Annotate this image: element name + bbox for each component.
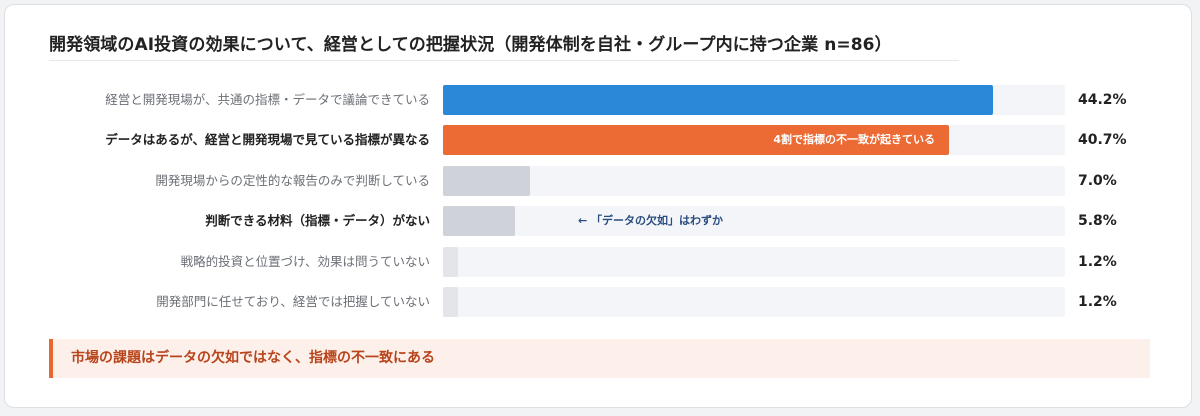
category-label: 判断できる材料（指標・データ）がない xyxy=(205,213,430,228)
bar-row: 戦略的投資と位置づけ、効果は問うていない 1.2% xyxy=(0,247,1200,277)
category-label: 戦略的投資と位置づけ、効果は問うていない xyxy=(180,254,430,269)
bar xyxy=(443,85,993,115)
bar xyxy=(443,287,458,317)
bar xyxy=(443,247,458,277)
title-divider xyxy=(49,60,959,61)
key-finding-text: 市場の課題はデータの欠如ではなく、指標の不一致にある xyxy=(71,350,435,366)
bar xyxy=(443,206,515,236)
category-label: 開発部門に任せており、経営では把握していない xyxy=(156,294,430,309)
bar-row: 経営と開発現場が、共通の指標・データで議論できている 44.2% xyxy=(0,85,1200,115)
value-label: 1.2% xyxy=(1078,254,1117,270)
bar-row: データはあるが、経営と開発現場で見ている指標が異なる 4割で指標の不一致が起きてい… xyxy=(0,125,1200,155)
bar-row: 開発現場からの定性的な報告のみで判断している 7.0% xyxy=(0,166,1200,196)
bar-track: 4割で指標の不一致が起きている xyxy=(443,125,1065,155)
bar-track xyxy=(443,166,1065,196)
bar-track xyxy=(443,247,1065,277)
bar-row: 開発部門に任せており、経営では把握していない 1.2% xyxy=(0,287,1200,317)
value-label: 1.2% xyxy=(1078,294,1117,310)
bar: 4割で指標の不一致が起きている xyxy=(443,125,949,155)
value-label: 7.0% xyxy=(1078,173,1117,189)
bar-track xyxy=(443,287,1065,317)
value-label: 40.7% xyxy=(1078,132,1127,148)
bar xyxy=(443,166,530,196)
key-finding-callout: 市場の課題はデータの欠如ではなく、指標の不一致にある xyxy=(49,339,1150,378)
category-label: データはあるが、経営と開発現場で見ている指標が異なる xyxy=(105,132,430,147)
bar-track xyxy=(443,85,1065,115)
category-label: 経営と開発現場が、共通の指標・データで議論できている xyxy=(105,92,430,107)
bar-annotation: 4割で指標の不一致が起きている xyxy=(773,133,935,146)
value-label: 44.2% xyxy=(1078,92,1127,108)
value-label: 5.8% xyxy=(1078,213,1117,229)
category-label: 開発現場からの定性的な報告のみで判断している xyxy=(155,173,430,188)
bar-track: ← 「データの欠如」はわずか xyxy=(443,206,1065,236)
bar-row: 判断できる材料（指標・データ）がない ← 「データの欠如」はわずか 5.8% xyxy=(0,206,1200,236)
bar-side-annotation: ← 「データの欠如」はわずか xyxy=(578,214,724,227)
chart-title: 開発領域のAI投資の効果について、経営としての把握状況（開発体制を自社・グループ… xyxy=(49,35,892,55)
